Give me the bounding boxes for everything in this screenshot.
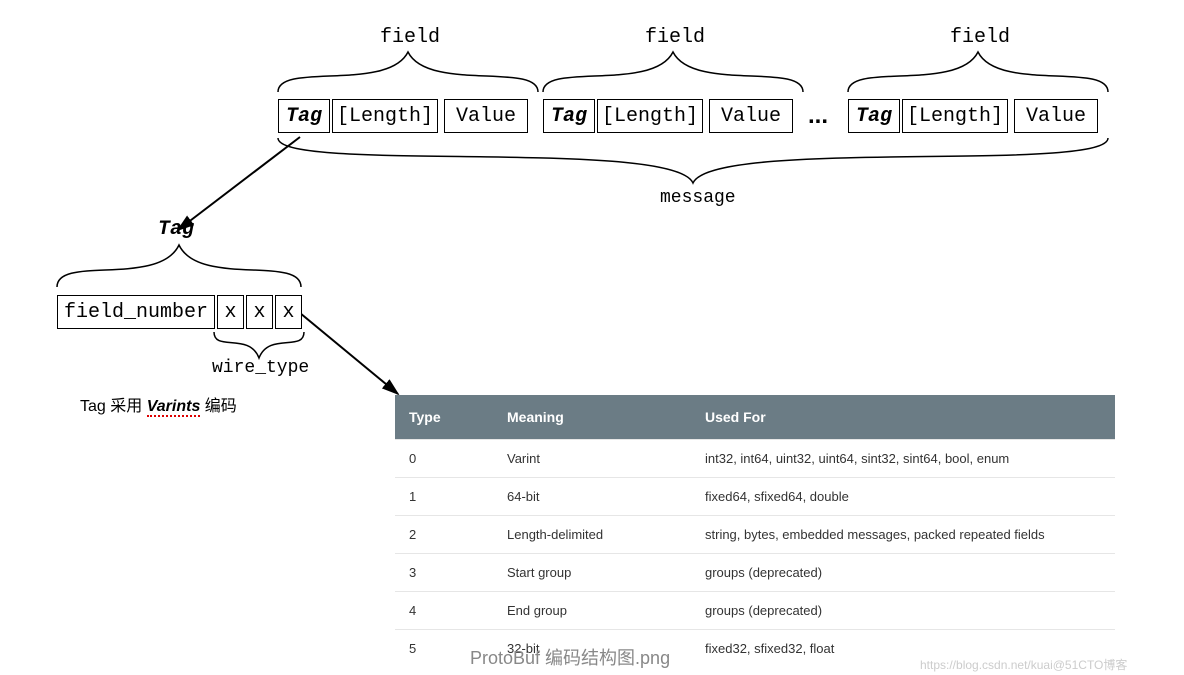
val-cell: Value [1026, 105, 1086, 128]
field-label-2: field [645, 26, 705, 49]
table-row: 0Varintint32, int64, uint32, uint64, sin… [395, 440, 1115, 478]
wiretype-brace [214, 332, 304, 360]
dots: ... [808, 102, 828, 130]
table-cell: 1 [395, 478, 493, 516]
x-text: x [253, 301, 265, 324]
tag-header: Tag [158, 218, 194, 241]
len-cell: [Length] [337, 105, 433, 128]
val-cell: Value [456, 105, 516, 128]
varints-note: Tag 采用 Varints 编码 [80, 392, 237, 416]
tag-cell: Tag [286, 105, 322, 128]
note-post: 编码 [200, 398, 236, 415]
table-row: 3Start groupgroups (deprecated) [395, 554, 1115, 592]
f1-length: [Length] [332, 99, 438, 133]
f3-length: [Length] [902, 99, 1008, 133]
th-meaning: Meaning [493, 395, 691, 440]
th-type: Type [395, 395, 493, 440]
table-cell: 3 [395, 554, 493, 592]
fn-text: field_number [64, 301, 208, 324]
len-cell: [Length] [602, 105, 698, 128]
x2-cell: x [246, 295, 273, 329]
wire-table-wrap: Type Meaning Used For 0Varintint32, int6… [395, 395, 1115, 667]
note-pre: Tag 采用 [80, 398, 147, 415]
note-var: Varints [147, 398, 201, 417]
table-row: 4End groupgroups (deprecated) [395, 592, 1115, 630]
table-cell: End group [493, 592, 691, 630]
table-cell: Length-delimited [493, 516, 691, 554]
table-cell: 4 [395, 592, 493, 630]
message-label: message [660, 188, 736, 208]
field-label-1: field [380, 26, 440, 49]
table-cell: groups (deprecated) [691, 554, 1115, 592]
field-brace-2 [543, 52, 803, 94]
table-cell: Start group [493, 554, 691, 592]
f3-tag: Tag [848, 99, 900, 133]
tag-brace [57, 245, 301, 290]
table-cell: Varint [493, 440, 691, 478]
f1-value: Value [444, 99, 528, 133]
caption: ProtoBuf 编码结构图.png [470, 644, 670, 670]
wiretype-label: wire_type [212, 358, 309, 378]
val-cell: Value [721, 105, 781, 128]
f1-tag: Tag [278, 99, 330, 133]
table-cell: 0 [395, 440, 493, 478]
fn-cell: field_number [57, 295, 215, 329]
field-label-3: field [950, 26, 1010, 49]
table-cell: fixed64, sfixed64, double [691, 478, 1115, 516]
message-brace [278, 138, 1108, 188]
field-brace-1 [278, 52, 538, 94]
x1-cell: x [217, 295, 244, 329]
len-cell: [Length] [907, 105, 1003, 128]
f2-length: [Length] [597, 99, 703, 133]
f3-value: Value [1014, 99, 1098, 133]
f2-value: Value [709, 99, 793, 133]
tag-cell: Tag [856, 105, 892, 128]
watermark: https://blog.csdn.net/kuai@51CTO博客 [920, 656, 1127, 673]
table-cell: int32, int64, uint32, uint64, sint32, si… [691, 440, 1115, 478]
x-text: x [282, 301, 294, 324]
wire-table: Type Meaning Used For 0Varintint32, int6… [395, 395, 1115, 667]
table-cell: string, bytes, embedded messages, packed… [691, 516, 1115, 554]
table-row: 164-bitfixed64, sfixed64, double [395, 478, 1115, 516]
table-cell: groups (deprecated) [691, 592, 1115, 630]
x-text: x [224, 301, 236, 324]
table-cell: 2 [395, 516, 493, 554]
table-cell: 64-bit [493, 478, 691, 516]
table-row: 2Length-delimitedstring, bytes, embedded… [395, 516, 1115, 554]
field-brace-3 [848, 52, 1108, 94]
th-usedfor: Used For [691, 395, 1115, 440]
tag-cell: Tag [551, 105, 587, 128]
x3-cell: x [275, 295, 302, 329]
f2-tag: Tag [543, 99, 595, 133]
